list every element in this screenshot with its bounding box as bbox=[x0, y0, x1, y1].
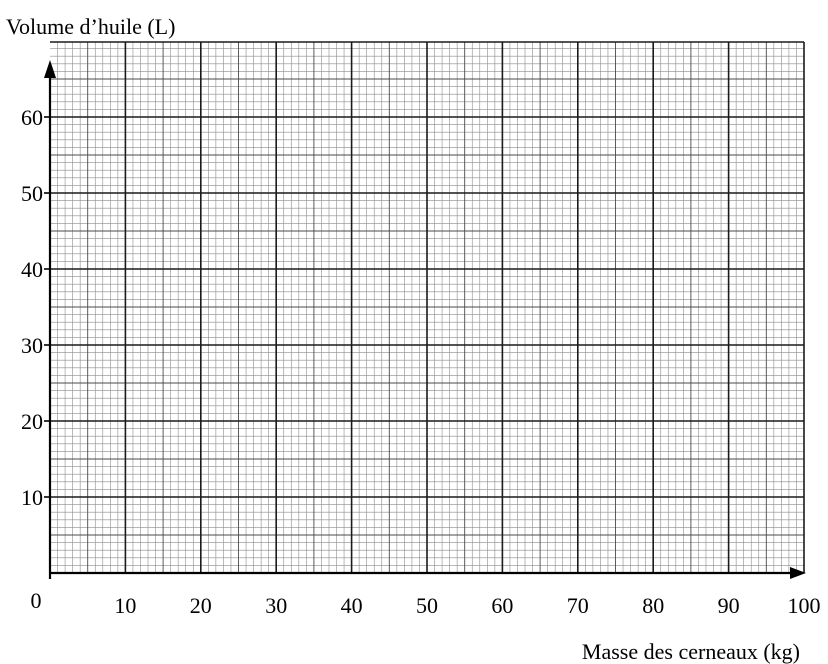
y-tick-label: 30 bbox=[21, 333, 43, 358]
x-tick-label: 70 bbox=[567, 593, 589, 618]
grid-major-lines bbox=[50, 41, 805, 573]
x-tick-label: 90 bbox=[718, 593, 740, 618]
y-tick-label: 20 bbox=[21, 409, 43, 434]
x-tick-label: 40 bbox=[341, 593, 363, 618]
x-tick-label: 30 bbox=[265, 593, 287, 618]
y-tick-label: 40 bbox=[21, 257, 43, 282]
x-axis-label: Masse des cerneaux (kg) bbox=[582, 639, 800, 664]
y-axis-label: Volume d’huile (L) bbox=[6, 14, 175, 39]
y-tick-label: 50 bbox=[21, 181, 43, 206]
y-tick-label: 60 bbox=[21, 105, 43, 130]
x-tick-label: 50 bbox=[416, 593, 438, 618]
x-tick-label: 20 bbox=[190, 593, 212, 618]
y-tick-label: 10 bbox=[21, 485, 43, 510]
x-axis-arrow bbox=[790, 567, 806, 579]
x-tick-label: 60 bbox=[491, 593, 513, 618]
tick-labels: 0 10 20 30 40 50 60 70 80 90 100 10 20 30 40 50 60 bbox=[21, 105, 821, 618]
x-tick-label: 100 bbox=[788, 593, 821, 618]
x-tick-label: 0 bbox=[31, 588, 42, 613]
x-tick-label: 10 bbox=[114, 593, 136, 618]
x-tick-label: 80 bbox=[642, 593, 664, 618]
y-axis-arrow bbox=[44, 60, 56, 78]
axes bbox=[44, 60, 806, 579]
